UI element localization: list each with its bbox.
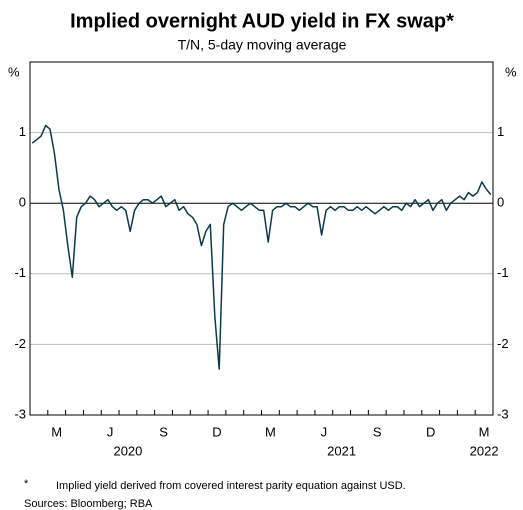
footnote: Implied yield derived from covered inter… xyxy=(56,480,406,492)
y2-tick-label: -3 xyxy=(497,406,509,421)
x-tick-label: M xyxy=(51,424,62,439)
x-tick-label: J xyxy=(107,424,114,439)
y-tick-label: -3 xyxy=(14,406,26,421)
sources: Sources: Bloomberg; RBA xyxy=(24,498,153,510)
y-unit: % xyxy=(8,64,20,79)
data-line xyxy=(31,124,492,370)
y-tick-label: 1 xyxy=(19,124,26,139)
plot-frame xyxy=(29,61,494,416)
y-tick-label: -1 xyxy=(14,265,26,280)
chart-title: Implied overnight AUD yield in FX swap* xyxy=(70,10,454,32)
year-label: 2021 xyxy=(327,443,356,458)
x-tick-label: D xyxy=(426,424,435,439)
y2-unit: % xyxy=(505,64,517,79)
x-tick-label: M xyxy=(265,424,276,439)
y-tick-label: -2 xyxy=(14,336,26,351)
year-label: 2022 xyxy=(470,443,499,458)
year-label: 2020 xyxy=(113,443,142,458)
x-tick-label: M xyxy=(479,424,490,439)
y2-tick-label: -1 xyxy=(497,265,509,280)
x-tick-label: D xyxy=(212,424,221,439)
chart-subtitle: T/N, 5-day moving average xyxy=(178,37,347,53)
x-tick-label: S xyxy=(373,424,382,439)
y-tick-label: 0 xyxy=(19,195,26,210)
footnote-marker: * xyxy=(24,478,29,490)
x-tick-label: S xyxy=(159,424,168,439)
y2-tick-label: -2 xyxy=(497,336,509,351)
y2-tick-label: 0 xyxy=(497,195,504,210)
x-tick-label: J xyxy=(321,424,328,439)
y2-tick-label: 1 xyxy=(497,124,504,139)
